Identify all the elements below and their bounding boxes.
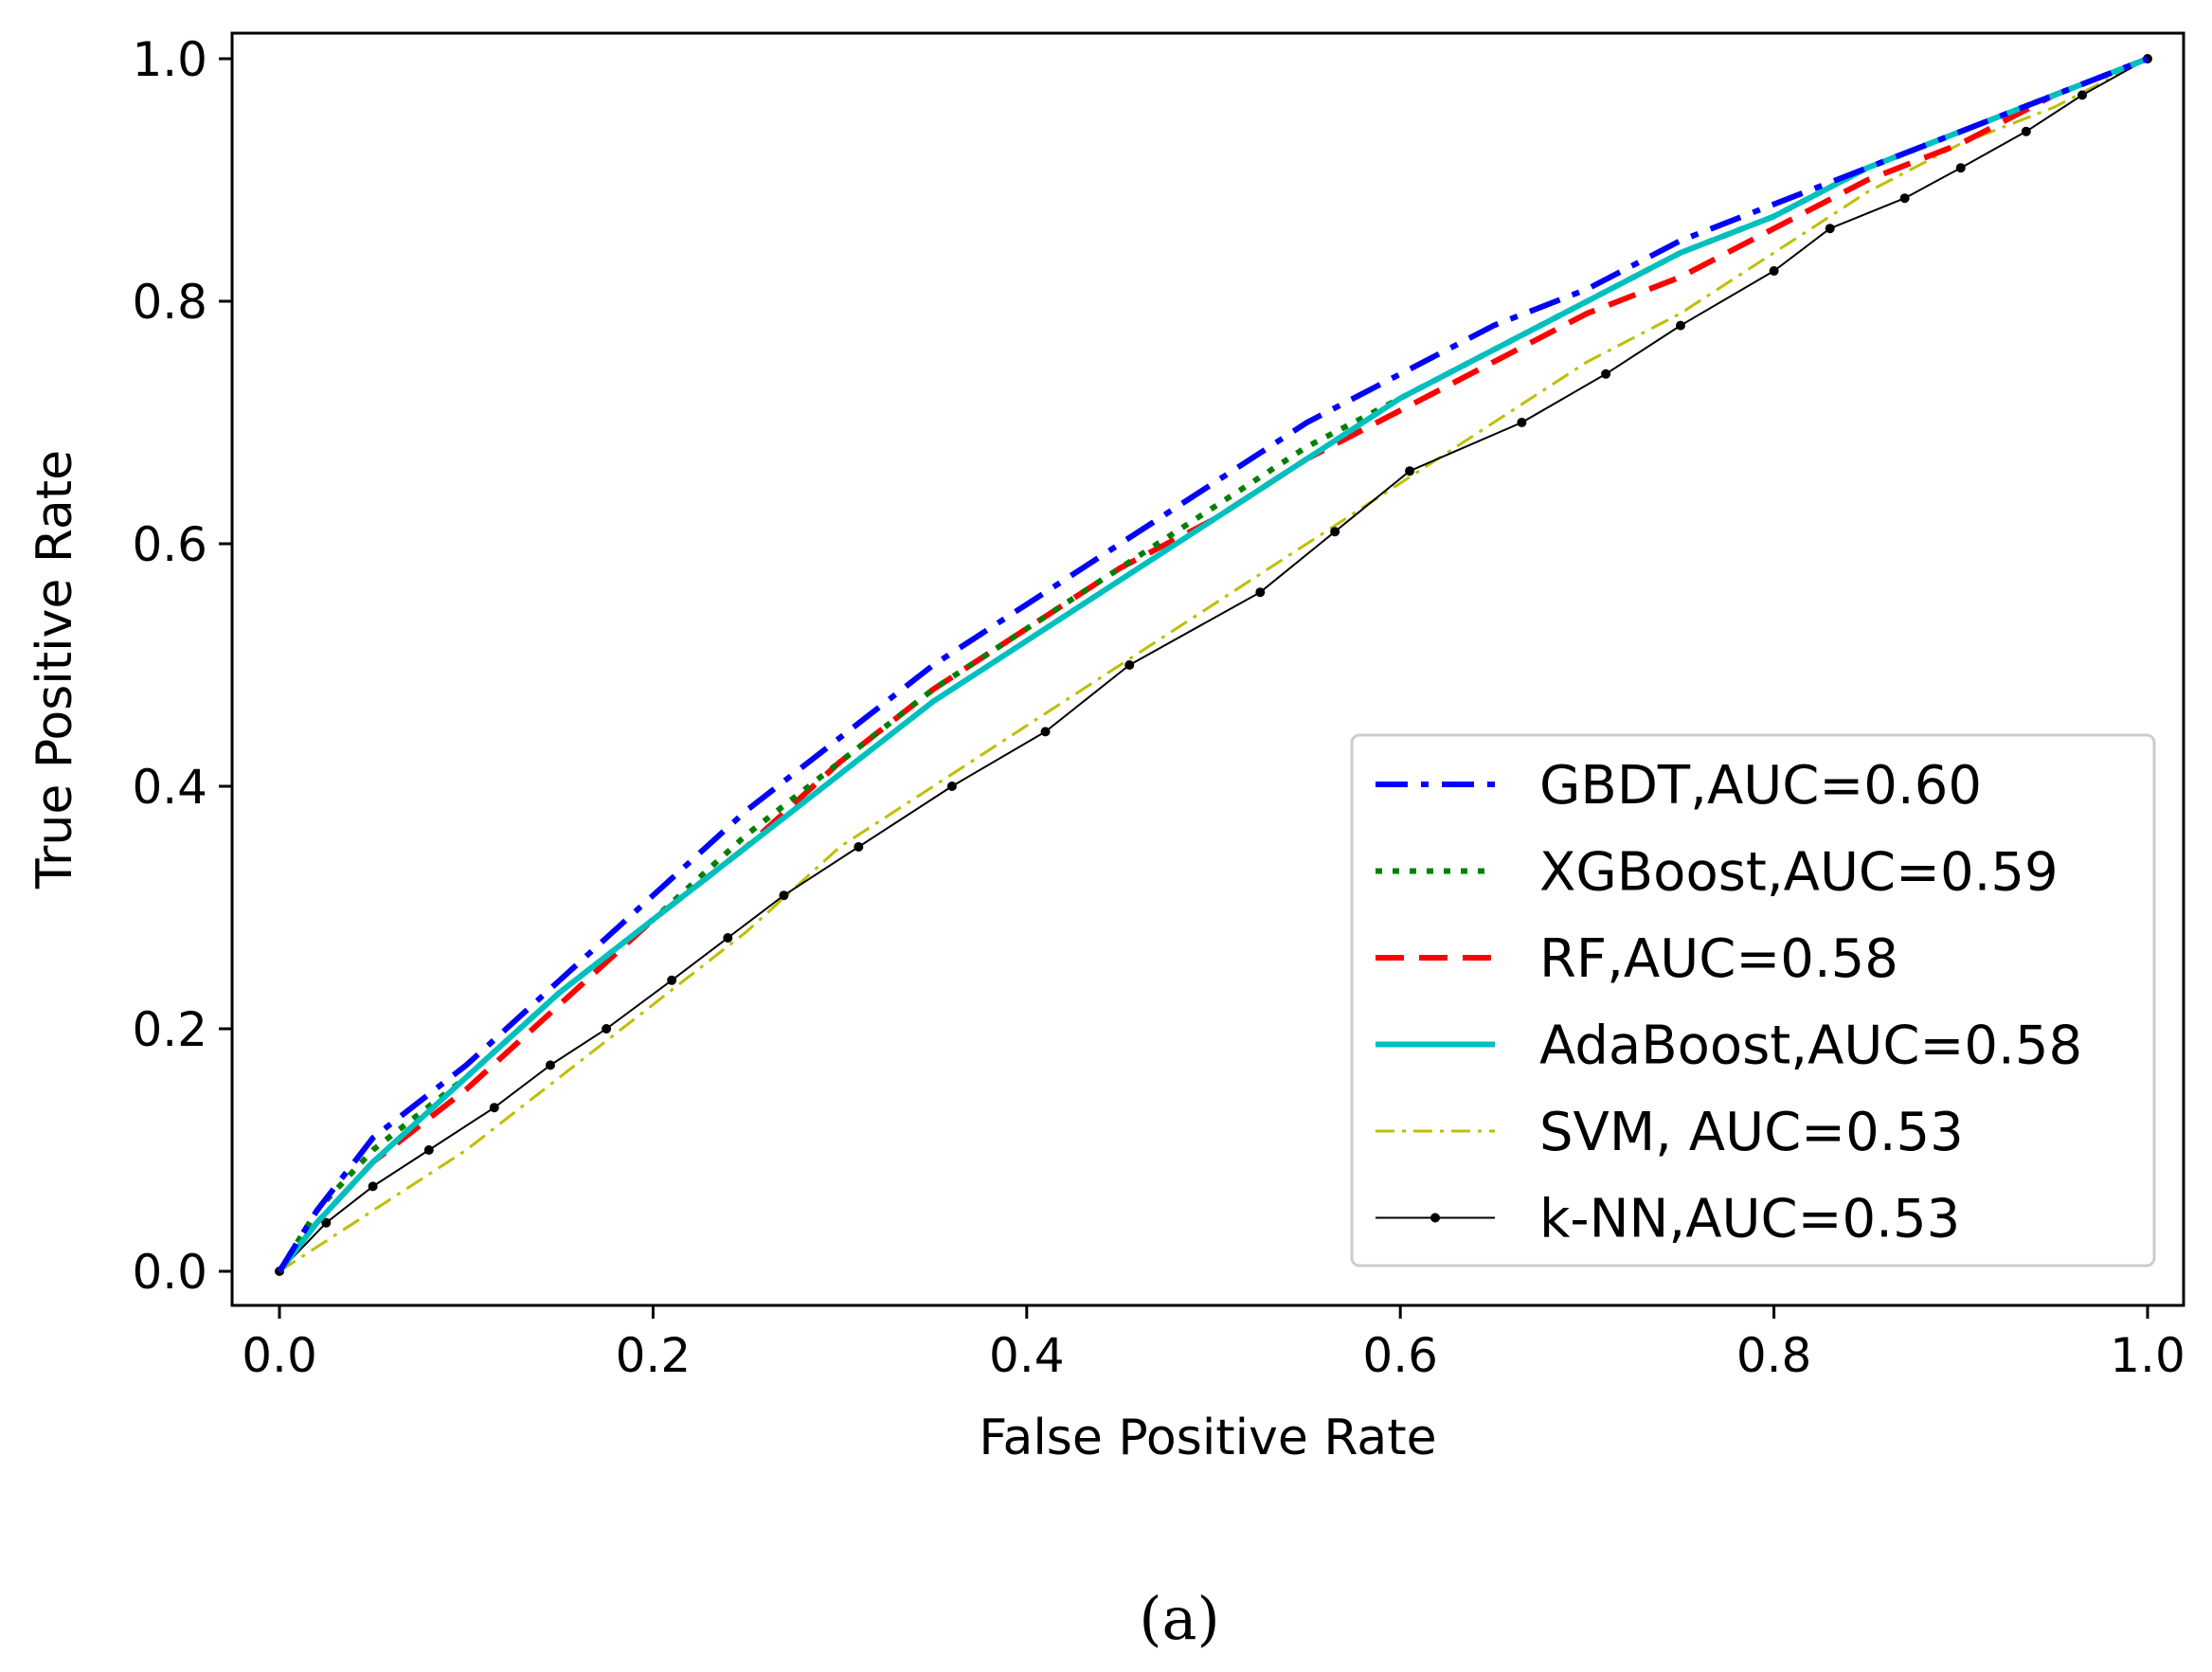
series-line-adaboost <box>277 56 2149 1273</box>
legend-label: k-NN,AUC=0.53 <box>1539 1189 1960 1250</box>
knn-point <box>1124 660 1135 670</box>
y-tick-label: 0.4 <box>132 760 207 815</box>
x-tick-label: 0.6 <box>1362 1328 1438 1383</box>
knn-point <box>1405 466 1415 476</box>
y-tick-label: 0.2 <box>132 1002 207 1057</box>
knn-point <box>321 1217 332 1228</box>
legend-label: SVM, AUC=0.53 <box>1539 1102 1964 1163</box>
knn-point <box>368 1181 378 1192</box>
knn-point <box>423 1145 434 1155</box>
x-tick-label: 0.2 <box>616 1328 692 1383</box>
x-tick-label: 0.8 <box>1736 1328 1812 1383</box>
x-axis-label: False Positive Rate <box>979 1410 1436 1466</box>
knn-point <box>489 1103 499 1113</box>
legend-marker <box>1430 1213 1440 1223</box>
knn-point <box>1330 527 1340 537</box>
legend-box <box>1350 733 2156 1267</box>
legend-label: GBDT,AUC=0.60 <box>1539 755 1982 817</box>
knn-point <box>1676 320 1685 331</box>
knn-point <box>854 842 864 852</box>
y-tick-label: 0.6 <box>132 517 207 572</box>
knn-point <box>723 933 733 943</box>
knn-point <box>1769 266 1779 276</box>
y-tick-label: 1.0 <box>132 32 207 87</box>
knn-point <box>602 1024 612 1034</box>
knn-point <box>1255 587 1266 598</box>
x-tick-label: 0.0 <box>242 1328 317 1383</box>
knn-point <box>2077 90 2087 100</box>
x-tick-label: 1.0 <box>2110 1328 2185 1383</box>
series-layer <box>275 54 2152 1276</box>
knn-point <box>1955 163 1966 173</box>
legend: GBDT,AUC=0.60 XGBoost,AUC=0.59 RF,AUC=0.58… <box>1350 733 2156 1267</box>
ticks-layer: 0.0 0.2 0.4 0.6 0.8 1.0 0.0 0.2 0.4 0.6 0.8 1.0 <box>132 32 2185 1383</box>
axes-frame <box>230 31 2185 1307</box>
y-axis-label: True Positive Rate <box>27 450 83 890</box>
y-tick-label: 0.0 <box>132 1245 207 1300</box>
series-line-gbdt <box>277 56 2149 1273</box>
knn-point <box>667 975 677 985</box>
knn-point <box>1601 369 1611 379</box>
knn-point <box>1040 727 1051 737</box>
legend-label: RF,AUC=0.58 <box>1539 928 1898 990</box>
figure-caption: (a) <box>1139 1584 1219 1653</box>
knn-point <box>946 782 957 791</box>
legend-label: AdaBoost,AUC=0.58 <box>1539 1016 2082 1077</box>
knn-point <box>545 1060 555 1070</box>
legend-label: XGBoost,AUC=0.59 <box>1539 842 2059 904</box>
knn-point <box>779 890 789 901</box>
x-tick-label: 0.4 <box>989 1328 1065 1383</box>
knn-point <box>1517 418 1527 427</box>
knn-point <box>1825 224 1835 234</box>
knn-point <box>2021 126 2031 136</box>
series-line-rf <box>277 56 2149 1273</box>
y-tick-label: 0.8 <box>132 275 207 330</box>
knn-point <box>1899 193 1910 204</box>
series-line-svm <box>279 57 2149 1273</box>
